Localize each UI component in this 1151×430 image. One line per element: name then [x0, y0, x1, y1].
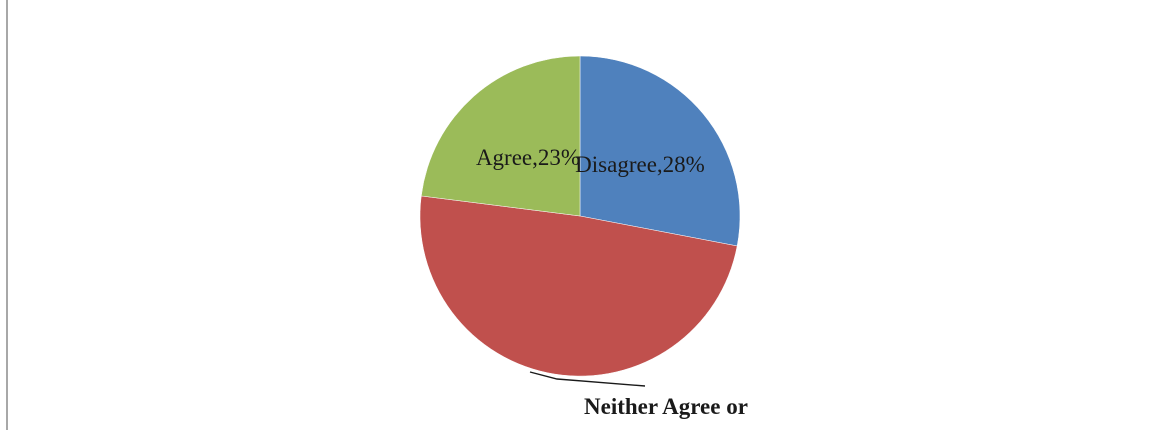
leader-line	[529, 371, 646, 387]
pie-slice-neither-agree-or-disagree	[419, 195, 738, 377]
data-label-agree: Agree,23%	[476, 145, 580, 170]
left-border-rule	[6, 0, 8, 430]
data-label-neither-agree-or-disagree: Neither Agree or	[584, 394, 748, 419]
data-label-disagree: Disagree,28%	[575, 152, 705, 177]
pie-slice-disagree	[579, 55, 741, 247]
pie-slice-agree	[420, 55, 581, 217]
